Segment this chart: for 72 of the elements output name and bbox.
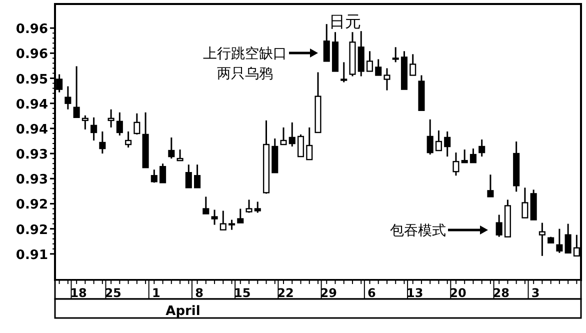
candlestick <box>297 134 304 158</box>
candlestick <box>108 108 114 128</box>
candlestick <box>99 130 106 154</box>
candlestick <box>340 61 348 84</box>
candlestick <box>160 162 166 184</box>
x-tick-label: 8 <box>195 286 204 300</box>
candlestick <box>82 114 88 130</box>
candlestick <box>410 53 416 76</box>
x-tick-label: 20 <box>450 286 466 300</box>
candlestick <box>452 152 460 176</box>
text: 日元 <box>329 12 361 31</box>
candlestick <box>125 130 132 148</box>
candlestick <box>538 222 546 257</box>
candlestick <box>435 130 442 152</box>
candlestick <box>375 58 382 76</box>
y-tick-label: 0.93 <box>16 172 48 188</box>
y-tick-label: 0.94 <box>16 97 48 112</box>
candlestick <box>444 130 451 158</box>
y-tick-label: 0.96 <box>16 22 48 38</box>
x-tick-label: 15 <box>234 286 251 300</box>
y-tick-label: 0.96 <box>16 47 48 62</box>
candlestick <box>64 86 72 110</box>
candlestick <box>366 50 374 72</box>
candlestick <box>194 164 201 188</box>
x-tick-label: 3 <box>531 286 540 300</box>
y-tick-label: 0.92 <box>16 198 48 213</box>
candlestick <box>556 228 563 254</box>
candlestick <box>185 164 192 188</box>
candlestick <box>246 198 252 214</box>
candlestick <box>202 196 210 215</box>
x-tick-label: 25 <box>104 286 122 300</box>
y-tick-label: 0.94 <box>16 122 48 138</box>
candlestick <box>73 65 80 118</box>
candlestick <box>392 46 399 63</box>
candlestick <box>384 67 390 92</box>
candlestick <box>168 136 175 160</box>
candlestick <box>522 186 528 219</box>
candlestick <box>228 219 236 231</box>
x-tick-label: 18 <box>70 286 87 300</box>
candlestick <box>426 118 434 156</box>
candlestick <box>90 116 98 142</box>
candlestick <box>254 200 261 214</box>
candlestick <box>323 23 330 62</box>
candlestick <box>280 126 287 146</box>
candlestick <box>176 148 184 162</box>
candlestick <box>306 126 313 160</box>
candlestick <box>237 208 244 224</box>
candlestick <box>134 112 140 136</box>
candlestick <box>461 148 468 164</box>
candlestick <box>288 122 296 148</box>
candlestick <box>220 210 226 231</box>
candlestick <box>564 223 572 254</box>
candlestick <box>116 112 123 136</box>
y-tick-label: 0.93 <box>16 148 48 163</box>
candlestick <box>211 208 218 226</box>
x-tick-label: 28 <box>492 286 510 300</box>
annotation: 包吞模式 <box>390 223 446 239</box>
candlestick <box>478 138 486 158</box>
candlestick <box>487 174 494 198</box>
x-tick-label: 22 <box>277 286 294 300</box>
x-tick-label: 6 <box>368 286 376 300</box>
y-tick-label: 0.92 <box>16 222 48 238</box>
y-tick-label: 0.91 <box>16 248 48 263</box>
text: April <box>166 304 200 319</box>
x-tick-label: 13 <box>406 286 424 300</box>
annotation: 上行跳空缺口 <box>203 46 287 62</box>
y-tick-label: 0.95 <box>16 72 48 88</box>
candlestick <box>496 214 502 238</box>
candlestick <box>150 168 158 184</box>
annotation: 两只乌鸦 <box>217 66 273 82</box>
candlestick <box>470 148 476 164</box>
x-tick-label: 1 <box>152 286 160 300</box>
